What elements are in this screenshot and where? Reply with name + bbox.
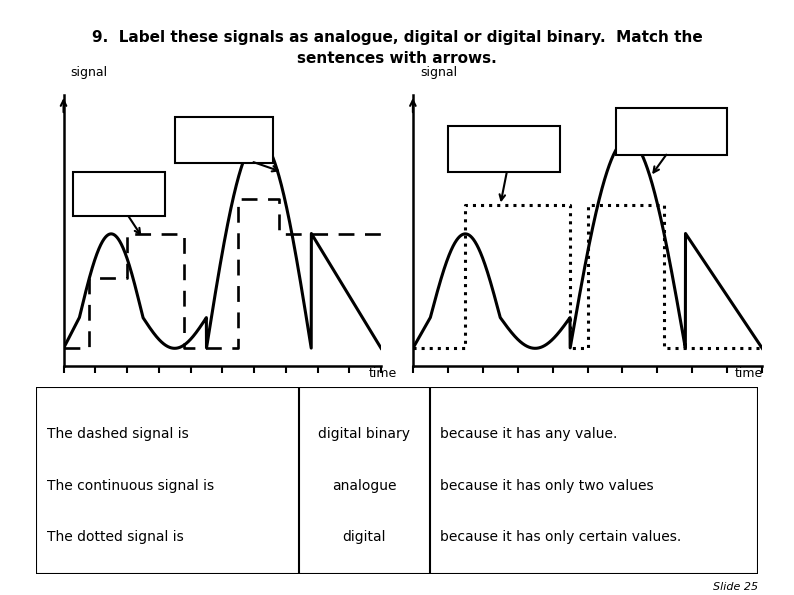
Text: because it has only two values: because it has only two values (441, 479, 654, 493)
Text: The continuous signal is: The continuous signal is (47, 479, 214, 493)
Text: digital binary: digital binary (318, 427, 410, 441)
Text: because it has any value.: because it has any value. (441, 427, 618, 441)
Text: Slide 25: Slide 25 (713, 583, 758, 592)
Bar (448, 126, 560, 172)
Text: analogue: analogue (332, 479, 397, 493)
Bar (175, 117, 273, 164)
Text: time: time (368, 367, 397, 380)
Text: The dotted signal is: The dotted signal is (47, 530, 183, 544)
Bar (615, 108, 727, 155)
Text: because it has only certain values.: because it has only certain values. (441, 530, 681, 544)
Bar (73, 172, 165, 216)
Text: digital: digital (343, 530, 386, 544)
Text: signal: signal (420, 66, 457, 79)
Text: signal: signal (70, 66, 107, 79)
Text: 9.  Label these signals as analogue, digital or digital binary.  Match the
sente: 9. Label these signals as analogue, digi… (91, 30, 703, 65)
Text: The dashed signal is: The dashed signal is (47, 427, 188, 441)
Text: time: time (734, 367, 762, 380)
